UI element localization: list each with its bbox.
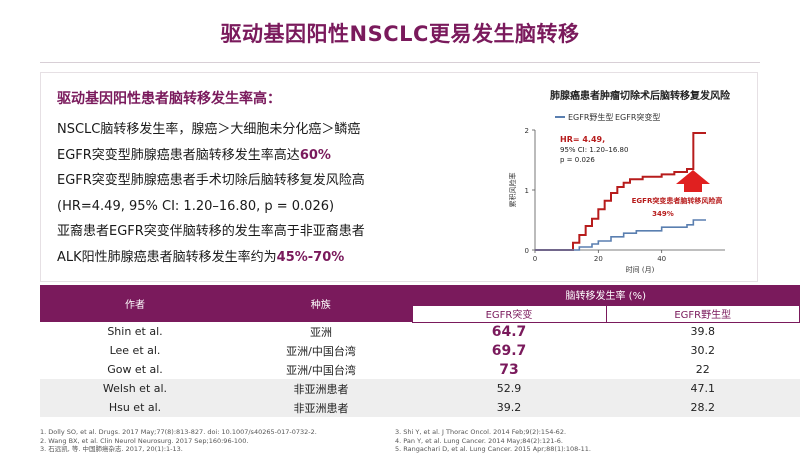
bullet-item: NSCLC脑转移发生率，腺癌＞大细胞未分化癌＞鳞癌 [57, 117, 497, 143]
bullet-list: NSCLC脑转移发生率，腺癌＞大细胞未分化癌＞鳞癌 EGFR突变型肺腺癌患者脑转移… [57, 117, 497, 270]
annotation-text: EGFR突变患者脑转移风险高 [632, 196, 723, 205]
col-rate: 脑转移发生率 (%) [412, 285, 800, 305]
y-tick-label: 1 [525, 187, 529, 195]
series-line-egfr-wild [535, 219, 706, 251]
chart-title: 肺腺癌患者肿瘤切除术后脑转移复发风险 [550, 91, 730, 102]
up-arrow-icon [676, 170, 710, 192]
reference-item: 4. Pan Y, et al. Lung Cancer. 2014 May;8… [395, 436, 563, 445]
brain-metastasis-table: 作者 种族 脑转移发生率 (%) EGFR突变 EGFR野生型 Shin et … [40, 285, 800, 417]
ci-text: 95% CI: 1.20–16.80 [560, 146, 628, 154]
reference-item: 2. Wang BX, et al. Clin Neurol Neurosurg… [40, 436, 249, 445]
bullet-text: (HR=4.49, 95% CI: 1.20–16.80, p = 0.026) [57, 198, 335, 214]
cell-author: Lee et al. [40, 341, 230, 360]
bullet-item: (HR=4.49, 95% CI: 1.20–16.80, p = 0.026) [57, 194, 497, 220]
legend-mut-label: EGFR突变型 [615, 112, 660, 122]
cell-mut: 73 [412, 360, 606, 379]
cell-mut: 69.7 [412, 341, 606, 360]
bullet-text: EGFR突变型肺腺癌患者脑转移发生率高达 [57, 147, 300, 163]
cell-wild: 47.1 [606, 379, 800, 398]
bullet-item: EGFR突变型肺腺癌患者手术切除后脑转移复发风险高 [57, 168, 497, 194]
km-chart: 0 1 2 0 20 40 累积风险率 时间 (月) EGFR野生型 EGFR突变型 H… [508, 112, 725, 274]
x-axis-label: 时间 (月) [626, 265, 655, 274]
col-egfr-wild: EGFR野生型 [605, 304, 800, 323]
x-tick-label: 0 [533, 255, 537, 263]
bullet-text: EGFR突变型肺腺癌患者手术切除后脑转移复发风险高 [57, 173, 365, 188]
cell-race: 非亚洲患者 [230, 398, 412, 417]
annotation-percent: 349% [652, 210, 674, 218]
col-author: 作者 [40, 285, 230, 322]
hr-text: HR= 4.49, [560, 135, 605, 144]
legend-wild-label: EGFR野生型 [568, 112, 613, 122]
cell-race: 亚洲/中国台湾 [230, 341, 412, 360]
y-tick-label: 2 [525, 127, 529, 135]
title-divider [40, 62, 760, 63]
bullet-item: EGFR突变型肺腺癌患者脑转移发生率高达60% [57, 143, 497, 169]
cell-author: Gow et al. [40, 360, 230, 379]
reference-item: 1. Dolly SO, et al. Drugs. 2017 May;77(8… [40, 428, 317, 436]
cell-author: Hsu et al. [40, 398, 230, 417]
cell-wild: 39.8 [606, 322, 800, 341]
cell-race: 亚洲/中国台湾 [230, 360, 412, 379]
x-tick-label: 40 [657, 255, 666, 263]
table-row: Shin et al. 亚洲 64.7 39.8 [40, 322, 800, 341]
table-row: Hsu et al. 非亚洲患者 39.2 28.2 [40, 398, 800, 417]
cell-race: 非亚洲患者 [230, 379, 412, 398]
page-title: 驱动基因阳性NSCLC更易发生脑转移 [220, 22, 580, 46]
reference-item: 3. Shi Y, et al. J Thorac Oncol. 2014 Fe… [395, 428, 567, 436]
bullet-highlight: 60% [299, 147, 331, 163]
col-egfr-mutant: EGFR突变 [411, 304, 607, 323]
bullet-item: ALK阳性肺腺癌患者脑转移发生率约为45%-70% [57, 245, 497, 271]
cell-wild: 30.2 [606, 341, 800, 360]
table-row: Welsh et al. 非亚洲患者 52.9 47.1 [40, 379, 800, 398]
x-tick-label: 20 [594, 255, 603, 263]
cell-mut: 52.9 [412, 379, 606, 398]
reference-item: 5. Rangachari D, et al. Lung Cancer. 201… [395, 445, 591, 453]
bullet-highlight: 45%-70% [276, 249, 345, 265]
col-race: 种族 [230, 285, 412, 322]
bullet-text: NSCLC脑转移发生率，腺癌＞大细胞未分化癌＞鳞癌 [57, 122, 361, 137]
y-axis-label: 累积风险率 [508, 173, 517, 208]
table-row: Gow et al. 亚洲/中国台湾 73 22 [40, 360, 800, 379]
cell-author: Shin et al. [40, 322, 230, 341]
cell-author: Welsh et al. [40, 379, 230, 398]
cell-race: 亚洲 [230, 322, 412, 341]
cell-wild: 28.2 [606, 398, 800, 417]
p-text: p = 0.026 [560, 156, 595, 164]
cell-wild: 22 [606, 360, 800, 379]
series-line-egfr-mutant [535, 132, 706, 251]
reference-item: 3. 石远凯, 等. 中国肺癌杂志. 2017, 20(1):1-13. [40, 445, 183, 453]
bullet-item: 亚裔患者EGFR突变伴脑转移的发生率高于非亚裔患者 [57, 219, 497, 245]
bullet-text: ALK阳性肺腺癌患者脑转移发生率约为 [57, 249, 277, 265]
content-panel [40, 72, 758, 282]
bullet-text: 亚裔患者EGFR突变伴脑转移的发生率高于非亚裔患者 [57, 224, 365, 239]
cell-mut: 39.2 [412, 398, 606, 417]
cell-mut: 64.7 [412, 322, 606, 341]
subheading: 驱动基因阳性患者脑转移发生率高： [57, 91, 281, 107]
y-tick-label: 0 [525, 247, 529, 255]
table-row: Lee et al. 亚洲/中国台湾 69.7 30.2 [40, 341, 800, 360]
